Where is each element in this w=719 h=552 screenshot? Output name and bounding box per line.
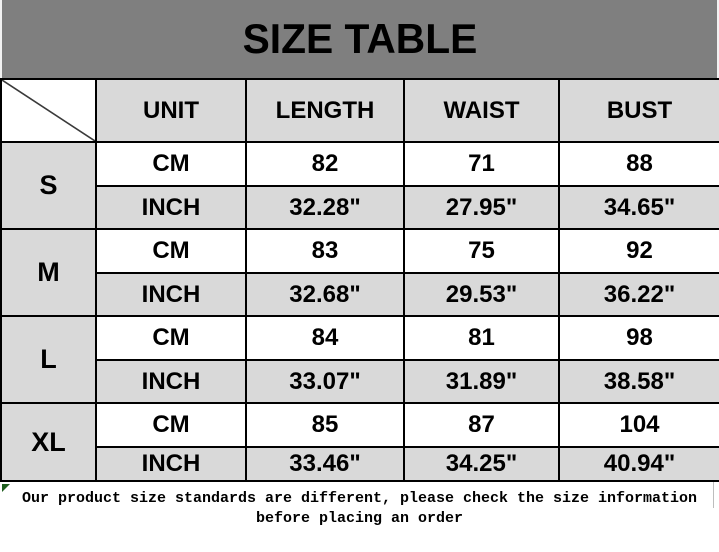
measurement-cell: 33.07" (245, 359, 405, 404)
measurement-cell: 31.89" (403, 359, 560, 404)
column-header-waist: WAIST (403, 78, 560, 143)
column-header-unit: UNIT (95, 78, 247, 143)
unit-label: CM (95, 141, 247, 187)
page-title: SIZE TABLE (242, 15, 477, 62)
measurement-cell: 32.68" (245, 272, 405, 317)
table-row: M CM 83 75 92 (0, 228, 719, 317)
measurement-cell: 38.58" (558, 359, 719, 404)
measurement-cell: 40.94" (558, 446, 719, 482)
green-corner-triangle-icon (2, 484, 10, 492)
unit-label: CM (95, 402, 247, 448)
diagonal-line-icon (3, 81, 94, 140)
unit-label: INCH (95, 185, 247, 230)
measurement-cell: 29.53" (403, 272, 560, 317)
measurement-cell: 98 (558, 315, 719, 361)
title-bar: SIZE TABLE (0, 0, 719, 78)
unit-label: INCH (95, 359, 247, 404)
unit-label: CM (95, 228, 247, 274)
size-label-xl: XL (0, 402, 97, 482)
measurement-cell: 75 (403, 228, 560, 274)
measurement-cell: 87 (403, 402, 560, 448)
footer-note: Our product size standards are different… (21, 490, 698, 527)
header-row: UNIT LENGTH WAIST BUST (0, 78, 719, 143)
unit-label: INCH (95, 272, 247, 317)
diagonal-header-cell (0, 78, 97, 143)
table-row: S CM 82 71 88 (0, 141, 719, 230)
size-label-m: M (0, 228, 97, 317)
gridline-fragment (713, 482, 714, 508)
table-row: XL CM 85 87 104 (0, 402, 719, 482)
measurement-cell: 83 (245, 228, 405, 274)
measurement-cell: 81 (403, 315, 560, 361)
size-table: UNIT LENGTH WAIST BUST S CM 82 71 88 INC… (0, 78, 719, 482)
measurement-cell: 92 (558, 228, 719, 274)
measurement-cell: 34.25" (403, 446, 560, 482)
table-row: INCH 33.46" 34.25" 40.94" (1, 446, 719, 482)
measurement-cell: 27.95" (403, 185, 560, 230)
footer: Our product size standards are different… (0, 482, 719, 545)
column-header-length: LENGTH (245, 78, 405, 143)
measurement-cell: 34.65" (558, 185, 719, 230)
table-row: L CM 84 81 98 (0, 315, 719, 404)
table-row: INCH 33.07" 31.89" 38.58" (1, 359, 719, 404)
measurement-cell: 71 (403, 141, 560, 187)
unit-label: CM (95, 315, 247, 361)
measurement-cell: 85 (245, 402, 405, 448)
measurement-cell: 104 (558, 402, 719, 448)
measurement-cell: 82 (245, 141, 405, 187)
measurement-cell: 84 (245, 315, 405, 361)
table-row: INCH 32.28" 27.95" 34.65" (1, 185, 719, 230)
size-label-s: S (0, 141, 97, 230)
size-label-l: L (0, 315, 97, 404)
column-header-bust: BUST (558, 78, 719, 143)
measurement-cell: 88 (558, 141, 719, 187)
table-row: INCH 32.68" 29.53" 36.22" (1, 272, 719, 317)
measurement-cell: 32.28" (245, 185, 405, 230)
unit-label: INCH (95, 446, 247, 482)
measurement-cell: 36.22" (558, 272, 719, 317)
measurement-cell: 33.46" (245, 446, 405, 482)
